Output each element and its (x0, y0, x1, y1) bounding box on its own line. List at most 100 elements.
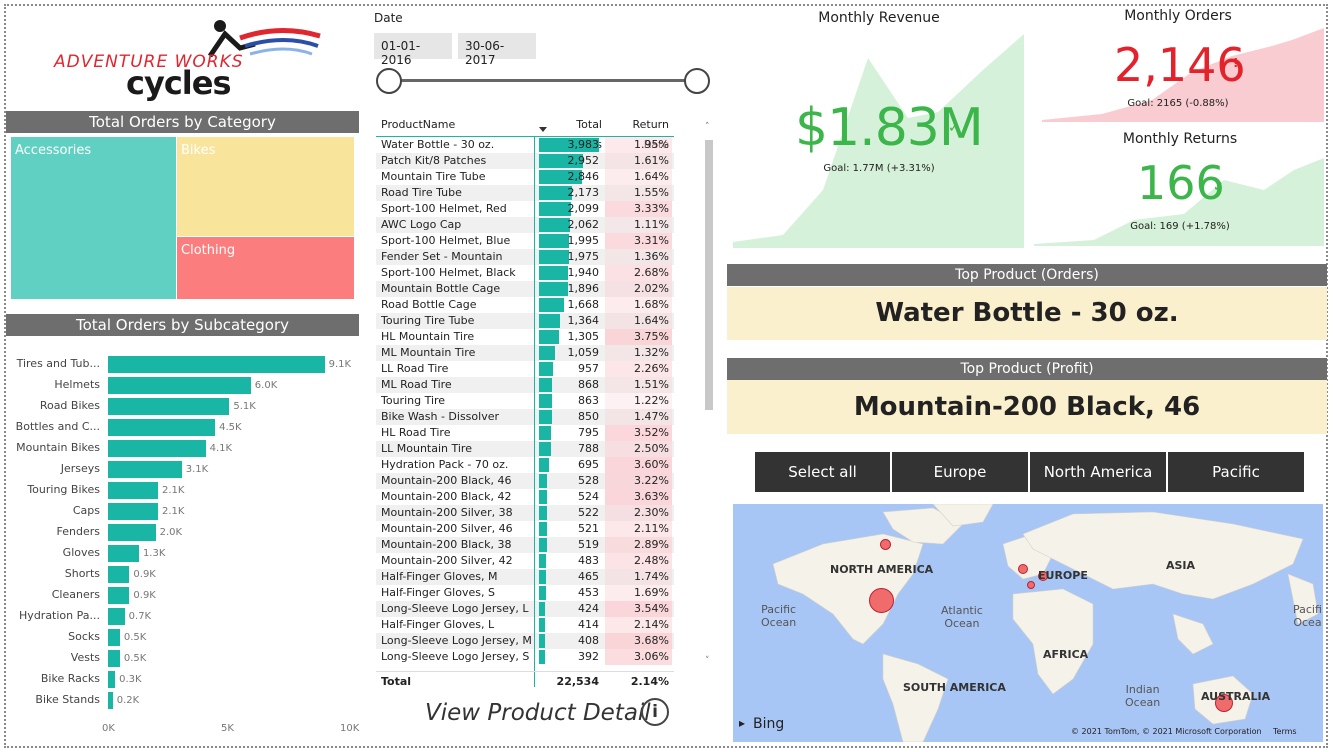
map-terms-link[interactable]: Terms (1273, 727, 1297, 736)
table-scrollbar[interactable]: ˄ ˅ (704, 120, 714, 668)
date-end-input[interactable]: 30-06-2017 (458, 33, 536, 67)
table-row[interactable]: Mountain Tire Tube 2,846 1.64% (376, 169, 674, 185)
map-bubble-eu-2[interactable] (1038, 571, 1048, 581)
subcategory-bar-row[interactable]: Hydration Pa... 0.7K (0, 608, 360, 625)
scroll-thumb[interactable] (705, 140, 713, 410)
subcategory-bar[interactable] (108, 671, 116, 688)
subcategory-bar[interactable] (108, 482, 158, 499)
date-slider-start-handle[interactable] (376, 68, 402, 94)
subcategory-bar-row[interactable]: Gloves 1.3K (0, 545, 360, 562)
subcategory-bar-row[interactable]: Bike Stands 0.2K (0, 692, 360, 709)
header-return-rate[interactable]: Return Rate (632, 118, 669, 151)
subcategory-bar[interactable] (108, 398, 230, 415)
info-icon[interactable]: i (641, 698, 669, 726)
table-row[interactable]: Fender Set - Mountain 1,975 1.36% (376, 249, 674, 265)
subcategory-bar[interactable] (108, 587, 130, 604)
subcategory-bar[interactable] (108, 566, 130, 583)
table-row[interactable]: Mountain-200 Silver, 42 483 2.48% (376, 553, 674, 569)
table-row[interactable]: Half-Finger Gloves, M 465 1.74% (376, 569, 674, 585)
map-bubble-eu-3[interactable] (1027, 581, 1035, 589)
subcategory-bar[interactable] (108, 440, 206, 457)
table-row[interactable]: Long-Sleeve Logo Jersey, S 392 3.06% (376, 649, 674, 665)
table-row[interactable]: Mountain-200 Silver, 46 521 2.11% (376, 521, 674, 537)
table-row[interactable]: Half-Finger Gloves, S 453 1.69% (376, 585, 674, 601)
table-row[interactable]: AWC Logo Cap 2,062 1.11% (376, 217, 674, 233)
table-row[interactable]: Patch Kit/8 Patches 2,952 1.61% (376, 153, 674, 169)
subcategory-bar[interactable] (108, 524, 156, 541)
treemap-accessories[interactable]: Accessories (11, 137, 176, 299)
table-row[interactable]: Road Bottle Cage 1,668 1.68% (376, 297, 674, 313)
subcategory-bar[interactable] (108, 545, 139, 562)
map-bubble-na-main[interactable] (869, 588, 894, 613)
subcategory-bar-row[interactable]: Vests 0.5K (0, 650, 360, 667)
table-row[interactable]: Hydration Pack - 70 oz. 695 3.60% (376, 457, 674, 473)
sort-desc-icon[interactable] (539, 127, 547, 132)
table-row[interactable]: Sport-100 Helmet, Blue 1,995 3.31% (376, 233, 674, 249)
date-start-input[interactable]: 01-01-2016 (374, 33, 452, 67)
subcategory-bar-row[interactable]: Caps 2.1K (0, 503, 360, 520)
table-row[interactable]: HL Mountain Tire 1,305 3.75% (376, 329, 674, 345)
subcategory-bar-row[interactable]: Socks 0.5K (0, 629, 360, 646)
table-row[interactable]: Touring Tire Tube 1,364 1.64% (376, 313, 674, 329)
scroll-down-icon[interactable]: ˅ (705, 656, 710, 666)
view-product-detail-button[interactable]: View Product Detail (425, 700, 651, 726)
table-row[interactable]: ML Mountain Tire 1,059 1.32% (376, 345, 674, 361)
table-row[interactable]: Mountain Bottle Cage 1,896 2.02% (376, 281, 674, 297)
table-row[interactable]: Sport-100 Helmet, Red 2,099 3.33% (376, 201, 674, 217)
table-row[interactable]: LL Mountain Tire 788 2.50% (376, 441, 674, 457)
subcategory-bar[interactable] (108, 377, 251, 394)
table-row[interactable]: Sport-100 Helmet, Black 1,940 2.68% (376, 265, 674, 281)
subcategory-bar-row[interactable]: Helmets 6.0K (0, 377, 360, 394)
treemap-clothing[interactable]: Clothing (177, 237, 354, 299)
table-row[interactable]: Half-Finger Gloves, L 414 2.14% (376, 617, 674, 633)
region-pacific-button[interactable]: Pacific (1168, 452, 1304, 492)
map-bubble-australia[interactable] (1215, 694, 1233, 712)
subcategory-bar-row[interactable]: Road Bikes 5.1K (0, 398, 360, 415)
table-row[interactable]: Mountain-200 Black, 42 524 3.63% (376, 489, 674, 505)
region-europe-button[interactable]: Europe (892, 452, 1028, 492)
table-row[interactable]: Water Bottle - 30 oz. 3,983 1.95% (376, 137, 674, 153)
table-row[interactable]: Long-Sleeve Logo Jersey, M 408 3.68% (376, 633, 674, 649)
subcategory-bar[interactable] (108, 503, 158, 520)
region-select-all-button[interactable]: Select all (755, 452, 890, 492)
subcategory-bar-row[interactable]: Fenders 2.0K (0, 524, 360, 541)
product-name-cell: Sport-100 Helmet, Black (381, 266, 516, 279)
table-row[interactable]: Mountain-200 Black, 46 528 3.22% (376, 473, 674, 489)
subcategory-bar[interactable] (108, 461, 182, 478)
map-bubble-eu-1[interactable] (1018, 564, 1028, 574)
world-map[interactable]: NORTH AMERICA EUROPE ASIA AFRICA SOUTH A… (733, 504, 1323, 742)
subcategory-bar-row[interactable]: Bottles and C... 4.5K (0, 419, 360, 436)
table-row[interactable]: Road Tire Tube 2,173 1.55% (376, 185, 674, 201)
subcategory-bar[interactable] (108, 608, 125, 625)
subcategory-bar-row[interactable]: Touring Bikes 2.1K (0, 482, 360, 499)
table-row[interactable]: Touring Tire 863 1.22% (376, 393, 674, 409)
subcategory-bar-row[interactable]: Jerseys 3.1K (0, 461, 360, 478)
subcategory-bar[interactable] (108, 629, 120, 646)
subcategory-bar[interactable] (108, 356, 325, 373)
subcategory-bar-row[interactable]: Tires and Tub... 9.1K (0, 356, 360, 373)
region-north-america-button[interactable]: North America (1030, 452, 1166, 492)
subcategory-bar-row[interactable]: Mountain Bikes 4.1K (0, 440, 360, 457)
table-row[interactable]: Bike Wash - Dissolver 850 1.47% (376, 409, 674, 425)
table-row[interactable]: ML Road Tire 868 1.51% (376, 377, 674, 393)
treemap-bikes[interactable]: Bikes (177, 137, 354, 236)
table-row[interactable]: Mountain-200 Silver, 38 522 2.30% (376, 505, 674, 521)
subcategory-bar-row[interactable]: Cleaners 0.9K (0, 587, 360, 604)
subcategory-bar[interactable] (108, 650, 120, 667)
subcategory-bar-row[interactable]: Shorts 0.9K (0, 566, 360, 583)
subcategory-bar-row[interactable]: Bike Racks 0.3K (0, 671, 360, 688)
map-bubble-na-north[interactable] (880, 539, 891, 550)
return-rate-cell: 1.64% (605, 313, 672, 329)
total-orders-cell: 521 (539, 521, 602, 537)
subcategory-bar-chart: Tires and Tub... 9.1K Helmets 6.0K Road Bike… (0, 356, 360, 734)
date-slicer-label: Date (374, 11, 403, 25)
table-row[interactable]: Mountain-200 Black, 38 519 2.89% (376, 537, 674, 553)
date-slider-end-handle[interactable] (684, 68, 710, 94)
subcategory-bar[interactable] (108, 692, 113, 709)
table-row[interactable]: HL Road Tire 795 3.52% (376, 425, 674, 441)
table-row[interactable]: LL Road Tire 957 2.26% (376, 361, 674, 377)
header-productname[interactable]: ProductName (381, 118, 456, 131)
table-row[interactable]: Long-Sleeve Logo Jersey, L 424 3.54% (376, 601, 674, 617)
scroll-up-icon[interactable]: ˄ (705, 122, 710, 132)
subcategory-bar[interactable] (108, 419, 216, 436)
